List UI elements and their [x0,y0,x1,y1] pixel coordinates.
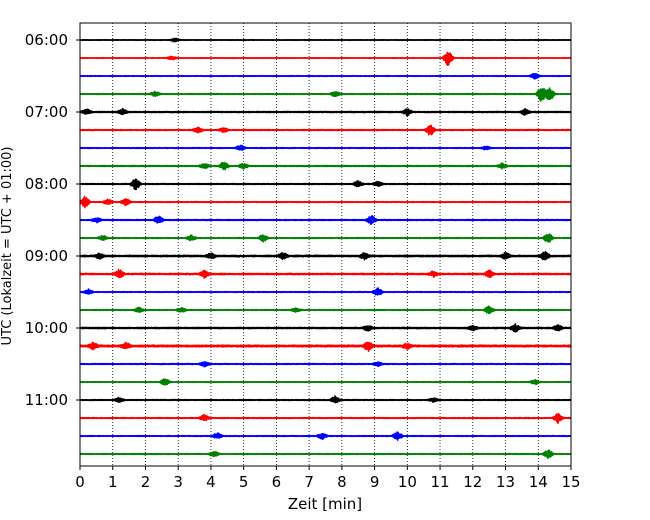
seismogram-trace [79,268,572,280]
y-axis-ticks: 06:00 07:00 08:00 09:00 10:00 11:00 [25,31,80,409]
x-tick-label: 4 [206,473,216,491]
plot-frame [79,22,572,467]
x-tick-label: 11 [431,473,450,491]
y-tick-label: 07:00 [25,103,68,121]
seismogram-trace [79,195,572,209]
seismogram-trace [79,107,572,117]
seismogram-trace [79,37,572,43]
seismogram-trace [79,361,572,368]
seismogram-traces [79,37,572,460]
seismogram-trace [79,287,572,296]
y-axis-title: UTC (Lokalzeit = UTC + 01:00) [0,147,15,346]
x-tick-label: 3 [173,473,183,491]
seismogram-trace [79,305,572,315]
seismogram-trace [79,449,572,460]
y-tick-label: 09:00 [25,247,68,265]
x-tick-label: 6 [272,473,282,491]
seismogram-trace [79,341,572,353]
seismogram-trace [79,250,572,261]
seismogram-trace [79,144,572,151]
seismogram-trace [79,87,572,102]
y-tick-label: 10:00 [25,319,68,337]
y-tick-label: 11:00 [25,391,68,409]
y-tick-label: 06:00 [25,31,68,49]
x-tick-label: 14 [529,473,548,491]
x-axis-ticks: 0 1 2 3 4 5 6 7 8 9 10 11 12 13 14 15 [75,466,581,491]
y-tick-label: 08:00 [25,175,68,193]
x-tick-label: 9 [370,473,380,491]
seismogram-trace [79,431,572,441]
seismogram-trace [79,233,572,243]
x-tick-label: 8 [337,473,347,491]
x-tick-label: 7 [304,473,314,491]
seismogram-trace [79,51,572,67]
x-axis-title: Zeit [min] [288,495,362,513]
seismogram-trace [79,215,572,225]
seismogram-trace [79,412,572,425]
seismogram-trace [79,378,572,386]
seismogram-trace [79,395,572,404]
seismogram-trace [79,124,572,136]
x-tick-label: 13 [496,473,515,491]
x-tick-label: 5 [239,473,249,491]
seismogram-trace [79,322,572,333]
seismogram-trace [79,161,572,171]
x-tick-label: 2 [141,473,151,491]
x-tick-label: 1 [108,473,118,491]
x-tick-label: 12 [463,473,482,491]
x-tick-label: 10 [398,473,417,491]
seismogram-trace [79,178,572,191]
x-tick-label: 15 [561,473,580,491]
seismogram-trace [79,72,572,80]
x-tick-label: 0 [75,473,85,491]
vertical-gridlines [112,23,539,466]
